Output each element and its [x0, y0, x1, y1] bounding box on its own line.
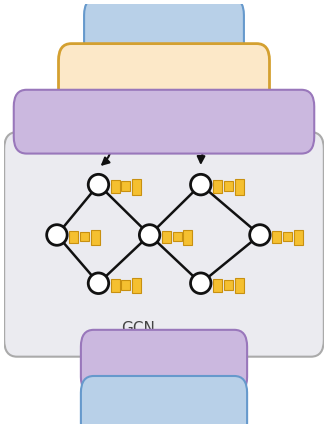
FancyBboxPatch shape [4, 132, 324, 357]
Text: CNN: CNN [147, 68, 181, 83]
FancyBboxPatch shape [121, 181, 131, 191]
FancyBboxPatch shape [173, 232, 182, 241]
Ellipse shape [191, 174, 211, 195]
FancyBboxPatch shape [235, 278, 244, 293]
Ellipse shape [88, 273, 109, 294]
Ellipse shape [88, 174, 109, 195]
FancyBboxPatch shape [133, 278, 141, 293]
FancyBboxPatch shape [121, 280, 131, 289]
FancyBboxPatch shape [111, 180, 120, 193]
Ellipse shape [139, 225, 160, 245]
FancyBboxPatch shape [111, 279, 120, 291]
FancyBboxPatch shape [235, 179, 244, 195]
FancyBboxPatch shape [224, 181, 233, 191]
FancyBboxPatch shape [14, 90, 314, 154]
FancyBboxPatch shape [272, 231, 281, 244]
FancyBboxPatch shape [162, 231, 171, 244]
FancyBboxPatch shape [69, 231, 78, 244]
Text: Input Data: Input Data [124, 23, 204, 38]
Ellipse shape [250, 225, 270, 245]
Ellipse shape [47, 225, 67, 245]
FancyBboxPatch shape [213, 180, 222, 193]
FancyBboxPatch shape [81, 330, 247, 394]
FancyBboxPatch shape [183, 229, 193, 245]
FancyBboxPatch shape [80, 232, 89, 241]
FancyBboxPatch shape [91, 229, 100, 245]
FancyBboxPatch shape [58, 44, 270, 107]
FancyBboxPatch shape [81, 376, 247, 428]
Text: Task: Task [148, 400, 180, 416]
Ellipse shape [191, 273, 211, 294]
FancyBboxPatch shape [224, 280, 233, 289]
Text: GCN: GCN [121, 321, 155, 336]
FancyBboxPatch shape [294, 229, 303, 245]
Text: Flatten: Flatten [137, 354, 191, 369]
FancyBboxPatch shape [133, 179, 141, 195]
FancyBboxPatch shape [213, 279, 222, 291]
Text: Flatten into (Nodes,Features): Flatten into (Nodes,Features) [67, 115, 261, 128]
FancyBboxPatch shape [283, 232, 292, 241]
FancyBboxPatch shape [84, 0, 244, 62]
